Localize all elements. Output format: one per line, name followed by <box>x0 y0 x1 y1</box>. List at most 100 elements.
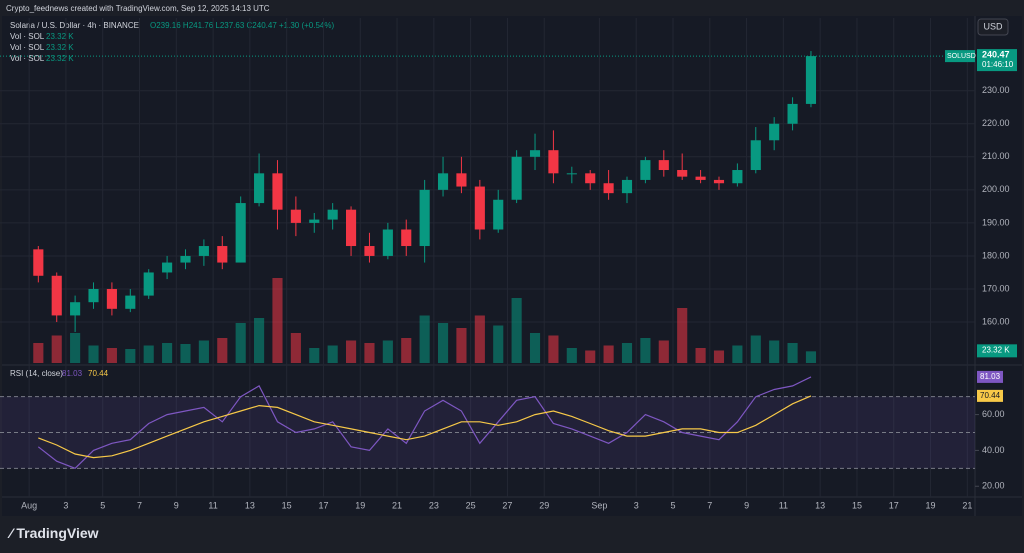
volume-bar <box>272 278 283 363</box>
x-tick-label: 15 <box>282 500 292 510</box>
x-tick-label: 19 <box>926 500 936 510</box>
candle-body <box>88 288 99 303</box>
candle-body <box>640 160 651 180</box>
volume-legend: Vol · SOL <box>10 43 45 52</box>
candle-body <box>603 183 614 194</box>
volume-bar <box>493 325 504 363</box>
y-tick-label: 180.00 <box>982 250 1010 260</box>
y-tick-label: 40.00 <box>982 445 1005 455</box>
candle-body <box>401 229 412 247</box>
x-tick-label: 17 <box>889 500 899 510</box>
caption: Crypto_feednews created with TradingView… <box>6 4 270 13</box>
candle-body <box>143 272 154 296</box>
y-tick-label: 210.00 <box>982 151 1010 161</box>
logo-text: TradingView <box>16 525 98 541</box>
candle-body <box>235 203 246 263</box>
volume-bar <box>254 318 265 363</box>
volume-legend-value: 23.32 K <box>46 32 74 41</box>
x-tick-label: 11 <box>208 500 217 510</box>
y-tick-label: 230.00 <box>982 85 1010 95</box>
rsi-tag <box>977 370 1003 383</box>
rsi-line <box>37 376 812 469</box>
x-tick-label: 19 <box>355 500 365 510</box>
candle-body <box>106 288 117 309</box>
volume-bar <box>106 348 117 363</box>
y-tick-label: 190.00 <box>982 217 1010 227</box>
volume-bar <box>419 315 430 363</box>
candle-body <box>529 150 541 157</box>
volume-legend-value: 23.32 K <box>46 43 74 52</box>
volume-bar <box>235 323 246 363</box>
volume-bar <box>621 343 633 363</box>
volume-bar <box>713 350 725 363</box>
rsi-tag-label: 70.44 <box>980 391 1001 400</box>
volume-bar <box>511 298 522 363</box>
candle-body <box>217 246 228 263</box>
volume-bar <box>162 343 173 363</box>
symbol-tag-label: SOLUSD <box>947 53 976 60</box>
price-tag-label: 240.47 <box>982 49 1010 59</box>
volume-bar <box>327 345 338 363</box>
volume-bar <box>658 340 669 363</box>
candle-body <box>474 186 485 230</box>
candle-body <box>677 170 688 177</box>
candle-body <box>658 160 669 171</box>
currency-button[interactable] <box>977 18 1009 36</box>
candle-body <box>548 150 559 174</box>
volume-bar <box>529 333 541 363</box>
candle-body <box>769 123 780 141</box>
candle-body <box>732 170 743 184</box>
rsi-line <box>38 395 812 459</box>
candle-body <box>327 209 338 220</box>
candle-body <box>713 179 725 184</box>
rsi-tag <box>977 389 1003 402</box>
x-tick-label: 5 <box>670 500 675 510</box>
x-tick-label: 21 <box>962 500 972 510</box>
x-tick-label: 21 <box>392 500 402 510</box>
candle-body <box>621 179 633 194</box>
candle-body <box>198 246 209 256</box>
candle-body <box>162 262 173 273</box>
x-tick-label: 11 <box>779 500 788 510</box>
volume-bar <box>51 335 62 363</box>
candle-body <box>309 219 320 223</box>
candle-body <box>419 189 430 247</box>
x-tick-label: 5 <box>100 500 105 510</box>
candle-body <box>364 246 375 256</box>
volume-bar <box>217 338 228 363</box>
x-tick-label: 13 <box>245 500 255 510</box>
volume-legend-value: 23.32 K <box>46 54 74 63</box>
candle-body <box>750 140 761 171</box>
volume-bar <box>769 340 780 363</box>
volume-bar <box>732 345 743 363</box>
candle-body <box>787 103 798 124</box>
volume-bar <box>456 328 467 363</box>
y-tick-label: 220.00 <box>982 118 1010 128</box>
candle-body <box>437 173 449 190</box>
volume-bar <box>198 340 209 363</box>
volume-bar <box>180 344 191 363</box>
candle-body <box>382 229 393 256</box>
volume-bar <box>346 340 357 363</box>
countdown-label: 01:46:10 <box>982 60 1014 69</box>
volume-bar <box>566 348 577 363</box>
candle-body <box>695 176 706 180</box>
candle-body <box>180 255 191 263</box>
currency-label[interactable]: USD <box>983 21 1003 31</box>
volume-bar <box>143 345 154 363</box>
volume-bar <box>805 351 817 363</box>
y-tick-label: 60.00 <box>982 409 1005 419</box>
x-tick-label: 23 <box>429 500 439 510</box>
volume-bar <box>88 345 99 363</box>
rsi-tag-label: 81.03 <box>980 372 1001 381</box>
volume-legend: Vol · SOL <box>10 32 45 41</box>
x-tick-label: 17 <box>318 500 328 510</box>
volume-bar <box>382 340 393 363</box>
logo: ⁄ TradingView <box>7 525 99 541</box>
x-tick-label: 7 <box>137 500 142 510</box>
x-tick-label: 27 <box>502 500 512 510</box>
candle-body <box>346 209 357 247</box>
x-tick-label: 9 <box>744 500 749 510</box>
candle-body <box>70 302 81 316</box>
candle-body <box>290 209 301 223</box>
